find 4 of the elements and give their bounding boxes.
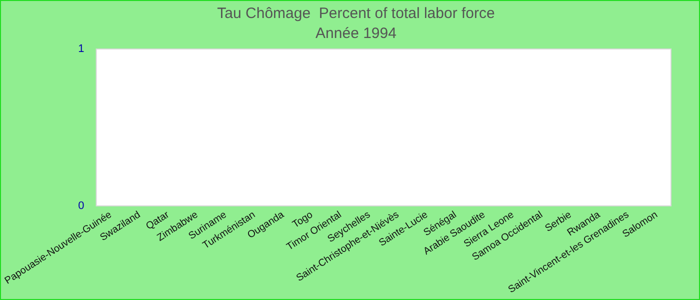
chart-title: Tau Chômage Percent of total labor force (217, 5, 495, 22)
y-tick-label: 1 (78, 43, 84, 56)
chart-subtitle: Année 1994 (316, 25, 396, 42)
y-tick-label: 0 (78, 200, 84, 212)
